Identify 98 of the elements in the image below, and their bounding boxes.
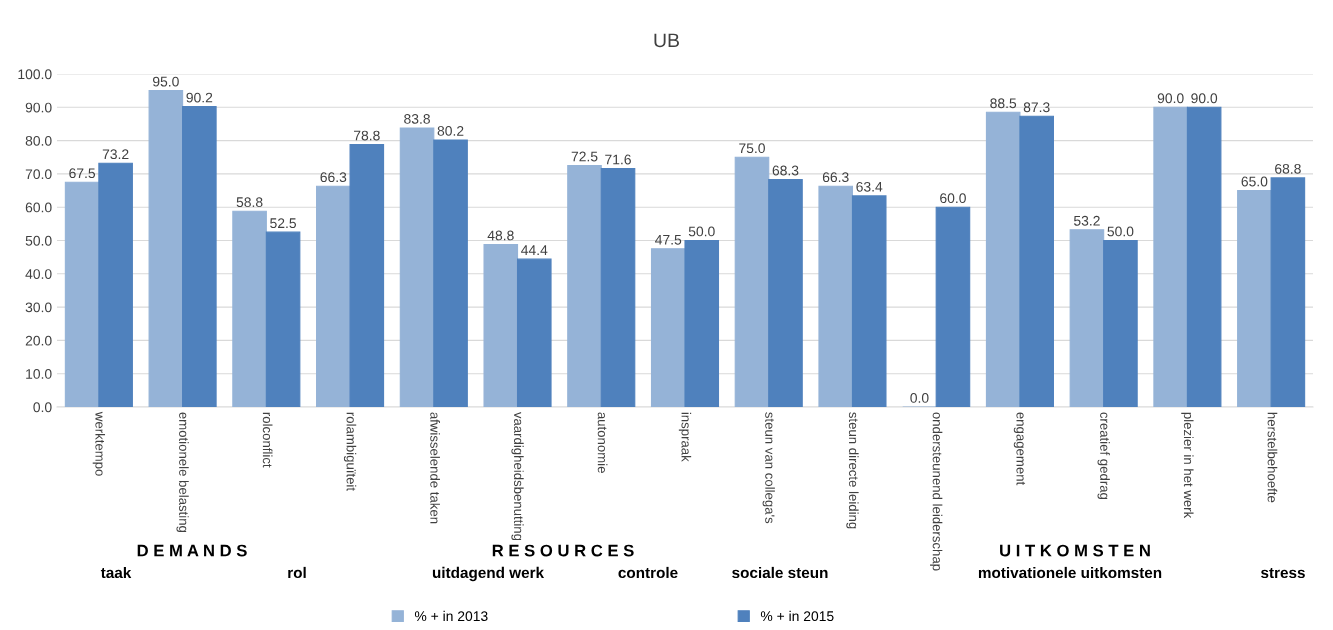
chart-title: UB [654, 33, 679, 48]
bar [650, 248, 686, 407]
x-tick-label: afwisselende taken [430, 412, 440, 524]
y-tick-label: 70.0 [25, 169, 52, 180]
data-label: 60.0 [940, 193, 966, 204]
x-tick-label: creatief gedrag [1097, 412, 1110, 500]
data-label: 44.4 [521, 245, 548, 255]
data-label: 90.0 [1157, 93, 1184, 104]
text: sociale steun [732, 566, 828, 579]
bar [734, 156, 770, 407]
data-label: 67.5 [69, 168, 96, 179]
x-tick-label: ondersteunend leiderschap [930, 412, 943, 571]
x-tick-label: autonomie [597, 412, 608, 473]
y-tick-label: 40.0 [25, 269, 52, 279]
x-tick-label: vaardigheidsbenutting [511, 411, 524, 541]
data-label: 73.2 [102, 149, 129, 160]
data-label: 66.3 [320, 172, 347, 183]
bar [316, 185, 351, 407]
y-tick-label: 90.0 [25, 102, 52, 113]
bar [64, 181, 100, 407]
data-label: 90.2 [186, 92, 213, 103]
bar [935, 206, 971, 407]
data-label: 66.3 [822, 172, 849, 183]
y-tick-label: 10.0 [26, 369, 52, 379]
data-label: 68.3 [772, 165, 799, 176]
text: U I T K O M S T E N [1000, 544, 1150, 557]
bar [483, 243, 519, 407]
data-label: 52.5 [270, 218, 297, 229]
x-tick-label: werktempo [92, 411, 106, 476]
bar [1153, 106, 1188, 407]
data-label: 48.8 [487, 230, 514, 241]
x-tick-label: herstelbehoefte [1267, 412, 1278, 503]
y-tick-label: 20.0 [25, 335, 52, 346]
data-label: 68.8 [1275, 163, 1301, 174]
x-tick-label: plezier in het werk [1181, 412, 1194, 519]
bar [600, 168, 636, 407]
y-tick-label: 100.0 [18, 69, 52, 80]
bar [349, 144, 385, 407]
bar [433, 139, 468, 407]
bar [265, 231, 301, 407]
text: taak [100, 566, 132, 579]
data-label: 50.0 [688, 226, 715, 237]
x-tick-label: engagement [1013, 412, 1026, 486]
legend-label: % + in 2013 [414, 610, 488, 622]
data-label: 83.8 [404, 113, 430, 124]
x-tick-label: inspraak [678, 412, 692, 462]
bar [1069, 229, 1105, 407]
text: R E S O U R C E S [492, 544, 634, 557]
y-tick-label: 60.0 [25, 202, 52, 213]
text: motivationele uitkomsten [978, 566, 1162, 579]
data-label: 88.5 [990, 98, 1017, 109]
x-tick-label: steun directe leiding [846, 412, 859, 529]
bar [851, 195, 887, 407]
data-label: 78.8 [354, 130, 380, 141]
bar [98, 162, 133, 407]
data-label: 53.2 [1073, 215, 1100, 226]
bar [182, 106, 217, 407]
bar [148, 90, 184, 407]
bar [1237, 189, 1272, 407]
bar [567, 165, 602, 407]
bar [684, 239, 720, 407]
data-label: 63.4 [856, 181, 883, 192]
legend-label: % + in 2015 [760, 610, 834, 622]
text: D E M A N D S [137, 544, 247, 557]
data-label: 95.0 [152, 76, 179, 87]
bar [768, 179, 803, 407]
text: controle [618, 566, 678, 579]
text: stress [1261, 567, 1305, 579]
data-label: 87.3 [1023, 102, 1050, 113]
bar [1103, 239, 1138, 407]
bar [1270, 177, 1306, 407]
data-label: 75.0 [739, 143, 765, 154]
x-tick-label: rolambiguïteit [343, 412, 357, 491]
x-tick-label: rolconflict [262, 412, 273, 468]
x-tick-label: steun van collega's [762, 412, 775, 524]
bar [1019, 115, 1054, 407]
data-label: 72.5 [571, 151, 598, 162]
data-label: 0.0 [910, 393, 929, 403]
text: rol [288, 566, 306, 579]
y-tick-label: 80.0 [25, 135, 52, 146]
x-tick-label: emotionele belasting [176, 412, 189, 533]
data-label: 58.8 [236, 197, 263, 208]
y-tick-label: 30.0 [25, 302, 52, 313]
text: uitdagend werk [432, 566, 545, 582]
bar [985, 111, 1021, 407]
bar [1186, 106, 1222, 407]
data-label: 47.5 [655, 235, 682, 245]
data-label: 80.2 [437, 125, 464, 136]
bar [232, 210, 267, 407]
data-label: 50.0 [1107, 226, 1134, 237]
data-label: 90.0 [1191, 93, 1218, 104]
bar [818, 185, 854, 407]
data-label: 65.0 [1241, 176, 1268, 187]
y-tick-label: 50.0 [25, 235, 52, 246]
y-tick-label: 0.0 [33, 402, 52, 413]
bar [516, 258, 552, 407]
data-label: 71.6 [605, 154, 631, 165]
bar [399, 127, 435, 407]
